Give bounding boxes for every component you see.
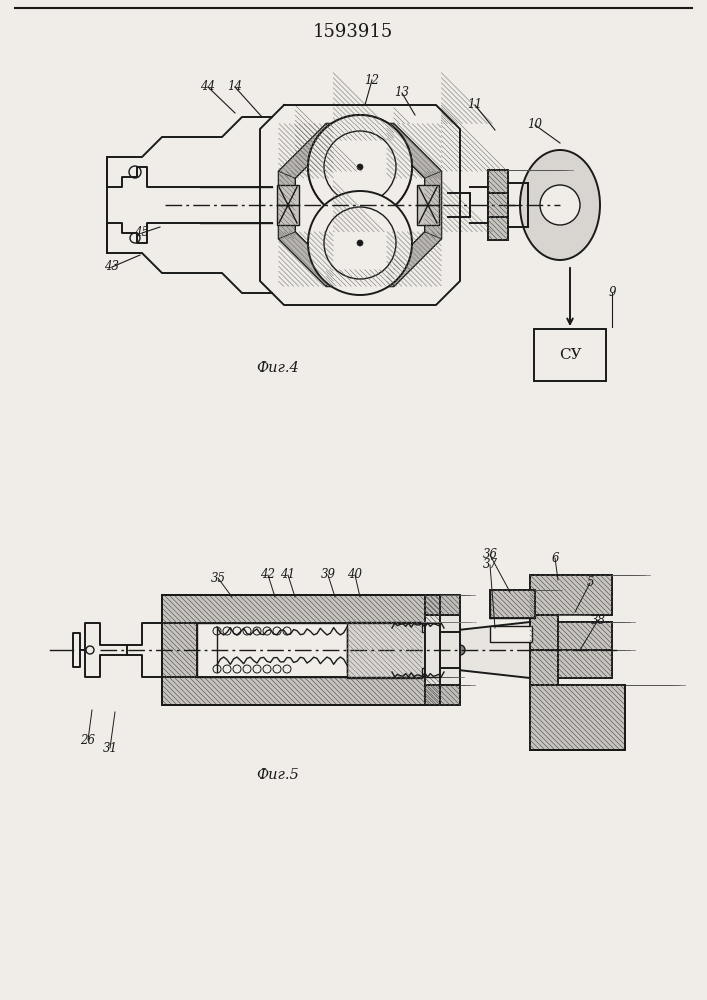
Text: Фиг.5: Фиг.5 — [257, 768, 299, 782]
Text: 14: 14 — [228, 81, 243, 94]
Bar — [162, 623, 197, 677]
Circle shape — [263, 627, 271, 635]
Polygon shape — [279, 124, 333, 178]
Text: 1593915: 1593915 — [313, 23, 393, 41]
Circle shape — [129, 166, 141, 178]
Text: Фиг.4: Фиг.4 — [257, 361, 299, 375]
Text: 42: 42 — [260, 568, 276, 582]
Bar — [162, 677, 440, 705]
Circle shape — [213, 665, 221, 673]
Circle shape — [130, 233, 140, 243]
Circle shape — [213, 627, 221, 635]
Circle shape — [253, 627, 261, 635]
Bar — [425, 595, 460, 615]
Text: 11: 11 — [467, 99, 482, 111]
Bar — [425, 685, 460, 705]
Text: СУ: СУ — [559, 348, 581, 362]
Circle shape — [283, 627, 291, 635]
Polygon shape — [279, 232, 333, 286]
Bar — [558, 622, 612, 650]
Text: 26: 26 — [81, 734, 95, 746]
Bar — [490, 590, 535, 618]
Text: 13: 13 — [395, 87, 409, 100]
Text: 9: 9 — [608, 286, 616, 300]
Circle shape — [350, 157, 370, 177]
Circle shape — [233, 665, 241, 673]
Text: 10: 10 — [527, 118, 542, 131]
Bar — [558, 650, 612, 678]
Circle shape — [273, 665, 281, 673]
Circle shape — [455, 645, 465, 655]
Bar — [488, 170, 508, 240]
Bar — [530, 685, 625, 750]
Circle shape — [130, 167, 140, 177]
Circle shape — [223, 665, 231, 673]
Polygon shape — [296, 140, 425, 270]
Text: 12: 12 — [365, 74, 380, 87]
Text: 36: 36 — [482, 548, 498, 562]
Text: 40: 40 — [348, 568, 363, 582]
Polygon shape — [279, 124, 441, 286]
Text: 37: 37 — [482, 558, 498, 572]
Bar — [530, 615, 558, 650]
Text: 5: 5 — [586, 576, 594, 589]
Circle shape — [253, 665, 261, 673]
Circle shape — [308, 115, 412, 219]
Ellipse shape — [520, 150, 600, 260]
Circle shape — [243, 627, 251, 635]
Polygon shape — [327, 124, 394, 140]
Bar — [162, 595, 440, 623]
Text: 6: 6 — [551, 552, 559, 564]
Bar — [490, 626, 532, 642]
Circle shape — [243, 665, 251, 673]
Polygon shape — [425, 171, 441, 239]
Circle shape — [540, 185, 580, 225]
Polygon shape — [347, 622, 444, 678]
Circle shape — [233, 627, 241, 635]
Circle shape — [357, 164, 363, 170]
Text: 31: 31 — [103, 742, 117, 754]
Circle shape — [223, 627, 231, 635]
Text: 35: 35 — [211, 572, 226, 584]
Bar — [534, 329, 606, 381]
Polygon shape — [327, 270, 394, 286]
Polygon shape — [279, 171, 296, 239]
Circle shape — [357, 240, 363, 246]
Circle shape — [263, 665, 271, 673]
Text: 44: 44 — [201, 81, 216, 94]
Bar — [417, 185, 439, 225]
Polygon shape — [387, 232, 441, 286]
Text: 38: 38 — [590, 613, 605, 626]
Polygon shape — [387, 124, 441, 178]
Circle shape — [283, 665, 291, 673]
Bar — [425, 615, 460, 685]
Polygon shape — [440, 622, 530, 678]
Text: 39: 39 — [320, 568, 336, 582]
Circle shape — [273, 627, 281, 635]
Bar — [277, 185, 299, 225]
Bar — [530, 575, 612, 615]
Circle shape — [86, 646, 94, 654]
Text: 41: 41 — [281, 568, 296, 582]
Text: 43: 43 — [105, 260, 119, 273]
Text: 45: 45 — [134, 227, 149, 239]
Bar — [530, 650, 558, 685]
Circle shape — [308, 191, 412, 295]
